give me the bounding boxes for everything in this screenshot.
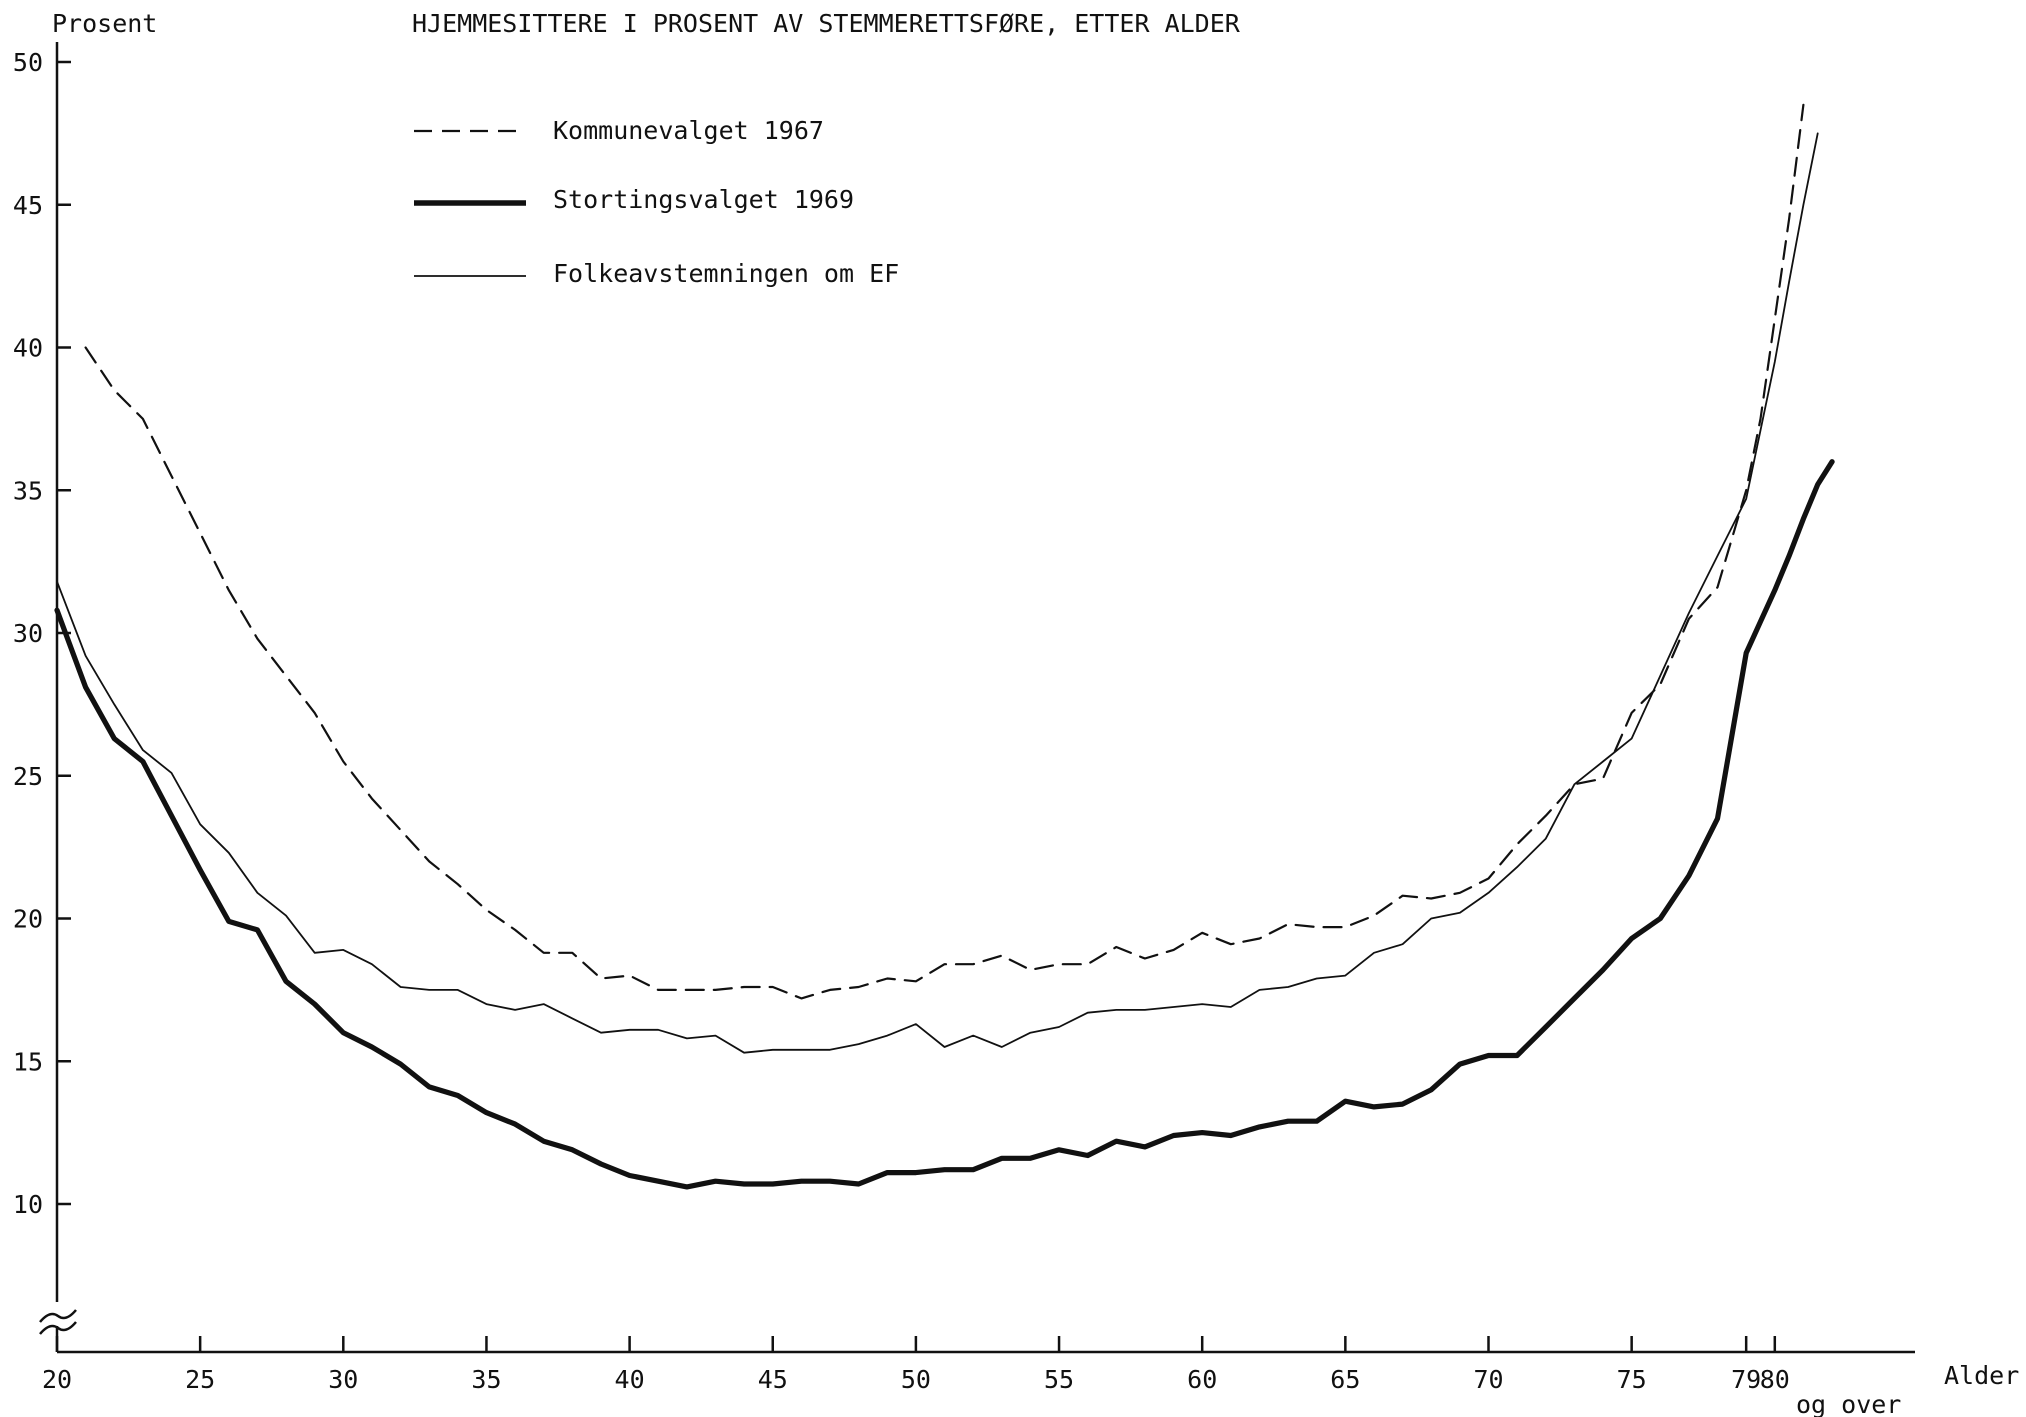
x-tick-label: 35 <box>471 1365 501 1394</box>
axis-break-mark <box>39 1309 77 1335</box>
x-tick-label: 55 <box>1044 1365 1074 1394</box>
x-tick-label: 25 <box>185 1365 215 1394</box>
chart-title: HJEMMESITTERE I PROSENT AV STEMMERETTSFØ… <box>412 9 1241 38</box>
x-axis-label: Alder <box>1944 1361 2019 1390</box>
legend-label: Folkeavstemningen om EF <box>553 259 899 288</box>
x-tick-label: 80 <box>1760 1365 1790 1394</box>
y-ticks: 10 15 20 25 30 35 40 45 50 <box>13 48 71 1219</box>
y-axis-label: Prosent <box>52 9 157 38</box>
legend-entry-folkeavstemningen: Folkeavstemningen om EF <box>414 259 899 288</box>
x-axis-sublabel: og over <box>1796 1390 1901 1417</box>
legend-label: Stortingsvalget 1969 <box>553 185 854 214</box>
x-tick-label: 75 <box>1617 1365 1647 1394</box>
x-tick-label: 70 <box>1473 1365 1503 1394</box>
x-tick-label: 60 <box>1187 1365 1217 1394</box>
y-tick-label: 40 <box>13 334 43 363</box>
x-tick-label: 65 <box>1330 1365 1360 1394</box>
y-tick-label: 30 <box>13 619 43 648</box>
y-tick-label: 10 <box>13 1190 43 1219</box>
x-tick-label: 20 <box>42 1365 72 1394</box>
series-line-1 <box>54 459 1835 1190</box>
x-tick-label: 45 <box>758 1365 788 1394</box>
x-tick-label: 40 <box>615 1365 645 1394</box>
series-line-0 <box>84 103 1805 1000</box>
series-line-2 <box>56 132 1819 1054</box>
y-tick-label: 45 <box>13 191 43 220</box>
series-lines <box>54 103 1835 1190</box>
axes <box>39 42 1915 1354</box>
legend: Kommunevalget 1967 Stortingsvalget 1969 … <box>414 116 899 288</box>
x-tick-label: 50 <box>901 1365 931 1394</box>
y-tick-label: 25 <box>13 762 43 791</box>
y-tick-label: 15 <box>13 1047 43 1076</box>
x-tick-label: 79 <box>1731 1365 1761 1394</box>
legend-entry-stortingsvalget: Stortingsvalget 1969 <box>414 185 854 214</box>
y-tick-label: 20 <box>13 905 43 934</box>
legend-label: Kommunevalget 1967 <box>553 116 824 145</box>
legend-entry-kommunevalget: Kommunevalget 1967 <box>414 116 824 145</box>
y-tick-label: 50 <box>13 48 43 77</box>
x-tick-label: 30 <box>328 1365 358 1394</box>
y-tick-label: 35 <box>13 476 43 505</box>
